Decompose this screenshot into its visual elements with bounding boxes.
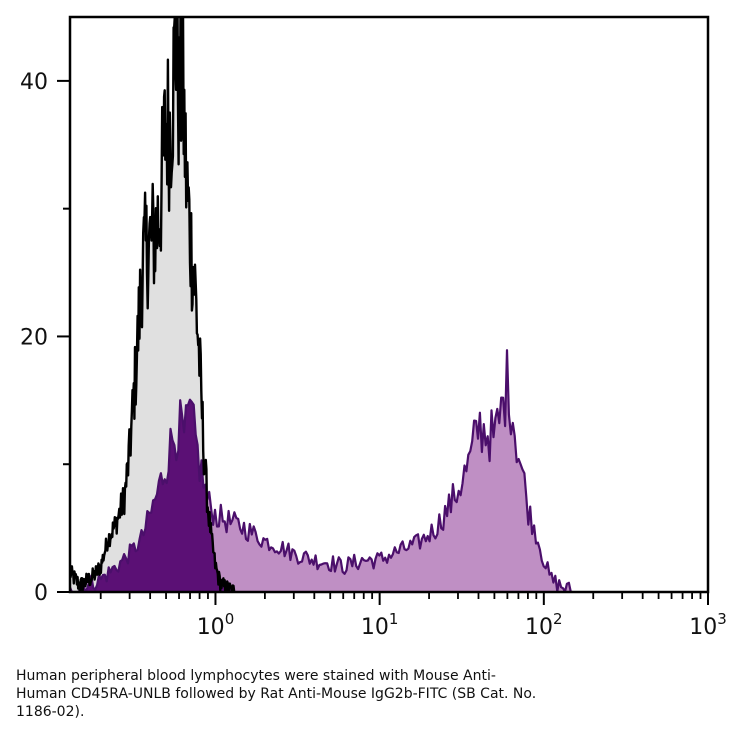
- figure-caption: Human peripheral blood lymphocytes were …: [16, 667, 656, 721]
- x-tick-label: 102: [525, 610, 563, 640]
- x-tick-label: 101: [361, 610, 399, 640]
- histogram-chart: 0 20 40 100 101 102 103: [0, 0, 737, 660]
- x-tick-label: 103: [689, 610, 727, 640]
- y-tick-label: 0: [34, 581, 48, 606]
- series-group: [70, 0, 573, 592]
- histogram-svg: 0 20 40 100 101 102 103: [0, 0, 737, 660]
- caption-line-3: 1186-02).: [16, 703, 656, 721]
- y-tick-label: 20: [20, 325, 48, 350]
- x-tick-label: 100: [197, 610, 235, 640]
- y-tick-label: 40: [20, 70, 48, 95]
- caption-line-1: Human peripheral blood lymphocytes were …: [16, 667, 656, 685]
- caption-line-2: Human CD45RA-UNLB followed by Rat Anti-M…: [16, 685, 656, 703]
- series-layer: [70, 0, 573, 592]
